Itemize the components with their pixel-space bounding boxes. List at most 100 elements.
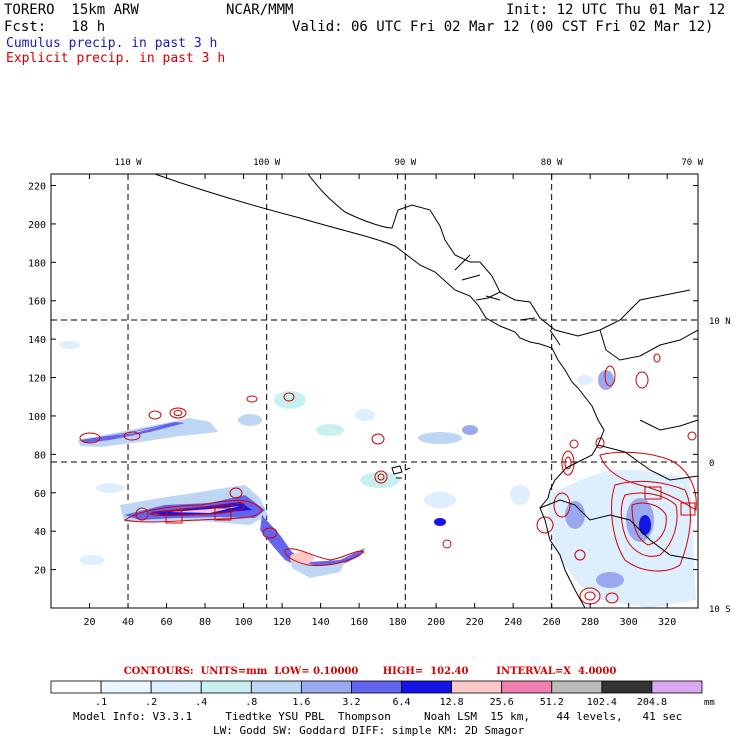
x-tick-label: 60 xyxy=(161,617,173,628)
init-time: Init: 12 UTC Thu 01 Mar 12 xyxy=(506,2,726,18)
colorbar-swatch xyxy=(300,680,352,694)
precip-patch xyxy=(355,409,375,421)
contour xyxy=(604,365,616,387)
contour xyxy=(584,591,596,601)
explicit-contours xyxy=(79,353,697,605)
contour xyxy=(631,502,667,546)
colorbar-swatch xyxy=(551,680,603,694)
contour xyxy=(574,549,586,561)
x-tick-label: 240 xyxy=(504,617,522,628)
contour xyxy=(569,439,579,449)
contour xyxy=(371,433,385,445)
contour-box xyxy=(165,510,183,524)
colorbar-level: 25.6 xyxy=(490,697,514,708)
plot-frame xyxy=(50,173,699,609)
y-tick-label: 220 xyxy=(28,182,46,193)
precip-tail xyxy=(260,515,365,570)
x-tick-label: 280 xyxy=(581,617,599,628)
y-tick-label: 120 xyxy=(28,374,46,385)
precip-east xyxy=(548,470,696,608)
longitude-label: 80 W xyxy=(541,158,563,168)
physics-info: LW: Godd SW: Goddard DIFF: simple KM: 2D… xyxy=(213,724,525,737)
x-tick-label: 100 xyxy=(235,617,253,628)
forecast-hour: Fcst: 18 h xyxy=(4,19,106,35)
colorbar-level: .8 xyxy=(245,697,257,708)
precip-patch xyxy=(60,341,80,349)
colorbar-level: 51.2 xyxy=(540,697,564,708)
latitude-label: 10 S xyxy=(709,605,731,615)
colorbar-swatch xyxy=(651,680,703,694)
latitude-label: 0 xyxy=(709,459,714,469)
contour xyxy=(653,353,661,363)
colorbar-swatch xyxy=(200,680,252,694)
colorbar-level: .4 xyxy=(195,697,207,708)
contour xyxy=(595,437,605,449)
colorbar-level: 1.6 xyxy=(292,697,310,708)
explicit-legend: Explicit precip. in past 3 h xyxy=(6,51,226,66)
colorbar-level: 6.4 xyxy=(393,697,411,708)
coast-gulf xyxy=(307,174,501,301)
colorbar-swatch xyxy=(100,680,152,694)
y-tick-label: 20 xyxy=(34,566,46,577)
model-info: Model Info: V3.3.1 Tiedtke YSU PBL Thomp… xyxy=(73,710,683,723)
border-colombia-ecuador xyxy=(597,444,698,481)
y-tick-label: 100 xyxy=(28,412,46,423)
precip-band-5n xyxy=(78,418,218,447)
longitude-label: 90 W xyxy=(394,158,416,168)
colorbar-level: 3.2 xyxy=(342,697,360,708)
x-tick-label: 20 xyxy=(83,617,95,628)
x-tick-label: 120 xyxy=(273,617,291,628)
colorbar-swatch xyxy=(601,680,653,694)
longitude-label: 70 W xyxy=(681,158,703,168)
contours-info: CONTOURS: UNITS=mm LOW= 0.10000 HIGH= 10… xyxy=(123,666,617,677)
contour xyxy=(561,450,575,476)
colorbar-level: 102.4 xyxy=(587,697,617,708)
precip-shading xyxy=(60,341,696,608)
colorbar-units: mm xyxy=(704,698,715,708)
y-tick-label: 200 xyxy=(28,220,46,231)
x-tick-label: 140 xyxy=(312,617,330,628)
longitude-label: 100 W xyxy=(253,158,281,168)
colorbar-level: .1 xyxy=(95,697,107,708)
precip-patch xyxy=(316,424,344,436)
contour xyxy=(169,407,187,419)
precip-patch xyxy=(462,425,478,435)
contour xyxy=(123,431,141,441)
colorbar-swatch xyxy=(351,680,402,694)
colorbar: .1 .2 .4 .8 1.6 3.2 6.4 12.8 25.6 51.2 102.4 204.8 m… xyxy=(50,680,715,708)
latitude-label: 10 N xyxy=(709,317,731,327)
contour xyxy=(135,507,149,521)
border-central xyxy=(454,254,561,346)
colorbar-level: .2 xyxy=(145,697,157,708)
contour xyxy=(229,487,243,499)
coastlines xyxy=(154,174,698,608)
y-tick-label: 180 xyxy=(28,258,46,269)
contour xyxy=(246,395,258,403)
contour xyxy=(262,527,278,539)
coast-south-america xyxy=(539,387,605,608)
colorbar-level: 204.8 xyxy=(637,697,667,708)
y-tick-label: 40 xyxy=(34,527,46,538)
contour xyxy=(620,492,678,557)
precip-east-patch xyxy=(639,515,651,535)
x-tick-label: 80 xyxy=(199,617,211,628)
border-brazil xyxy=(639,419,698,431)
valid-time: Valid: 06 UTC Fri 02 Mar 12 (00 CST Fri … xyxy=(292,19,714,35)
contour xyxy=(284,548,365,566)
precip-east-patch xyxy=(577,375,593,385)
precip-east-patch xyxy=(598,370,614,390)
contour xyxy=(635,371,649,389)
colorbar-swatch xyxy=(401,680,453,694)
precip-patch xyxy=(418,432,462,444)
model-title: TORERO 15km ARW xyxy=(4,2,139,18)
contour xyxy=(148,502,246,517)
colorbar-swatch xyxy=(451,680,503,694)
precip-patch xyxy=(96,483,124,493)
x-tick-label: 300 xyxy=(620,617,638,628)
contour xyxy=(553,492,571,518)
contour xyxy=(123,499,263,523)
contour xyxy=(564,456,572,470)
x-tick-label: 220 xyxy=(466,617,484,628)
precip-patch xyxy=(238,414,262,426)
